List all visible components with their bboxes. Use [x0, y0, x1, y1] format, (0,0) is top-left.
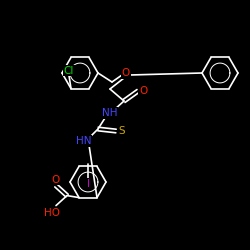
- Text: Cl: Cl: [64, 66, 74, 76]
- Text: HO: HO: [44, 208, 60, 218]
- Text: HN: HN: [76, 136, 92, 146]
- Text: S: S: [119, 126, 125, 136]
- Text: O: O: [122, 68, 130, 78]
- Text: O: O: [139, 86, 147, 96]
- Text: NH: NH: [102, 108, 118, 118]
- Text: I: I: [86, 179, 90, 189]
- Text: O: O: [52, 174, 60, 184]
